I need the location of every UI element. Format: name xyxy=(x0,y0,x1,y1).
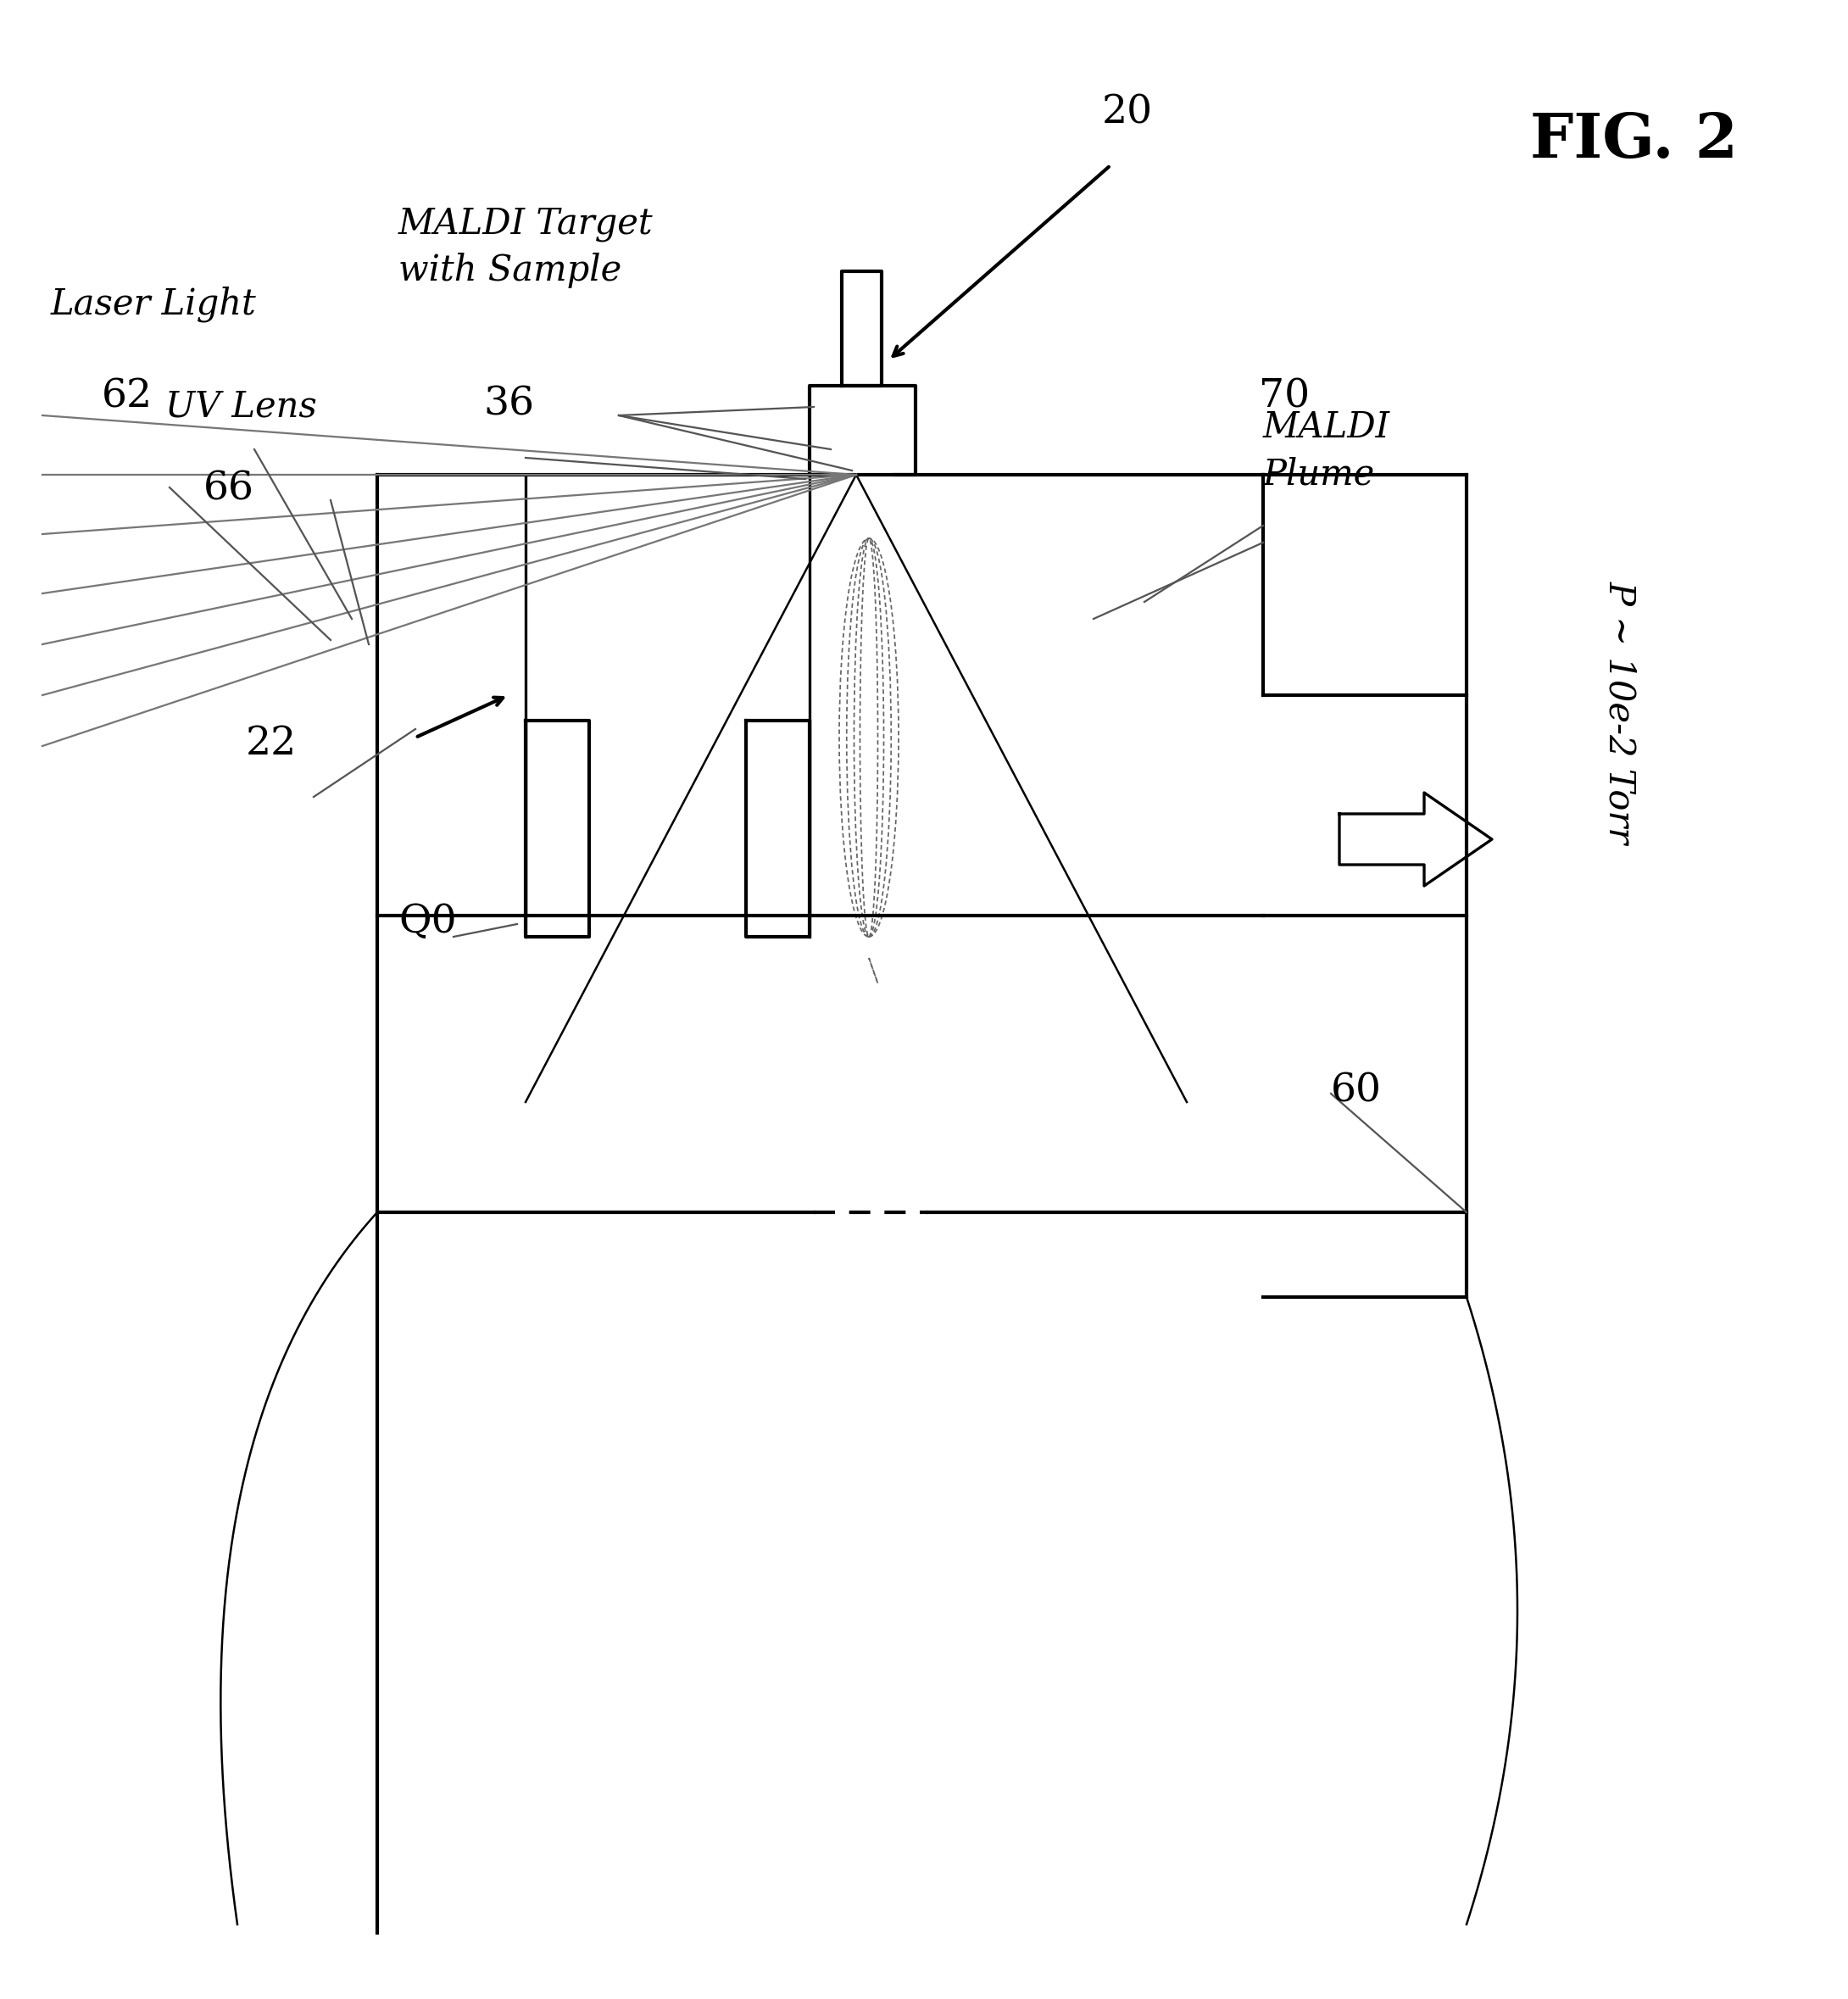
Text: 20: 20 xyxy=(1101,94,1153,132)
Text: FIG. 2: FIG. 2 xyxy=(1530,110,1737,170)
Text: P ~ 10e-2 Torr: P ~ 10e-2 Torr xyxy=(1602,580,1637,844)
Text: 62: 62 xyxy=(102,378,153,416)
Text: UV Lens: UV Lens xyxy=(164,388,316,424)
Text: 36: 36 xyxy=(482,386,534,424)
Text: MALDI
Plume: MALDI Plume xyxy=(1262,410,1390,492)
Text: Q0: Q0 xyxy=(399,904,456,942)
Text: 70: 70 xyxy=(1258,378,1310,416)
Text: Laser Light: Laser Light xyxy=(52,286,257,322)
Text: MALDI Target
with Sample: MALDI Target with Sample xyxy=(399,206,652,288)
Text: 22: 22 xyxy=(246,724,298,764)
Text: 66: 66 xyxy=(203,470,255,508)
Text: 60: 60 xyxy=(1331,1071,1382,1111)
